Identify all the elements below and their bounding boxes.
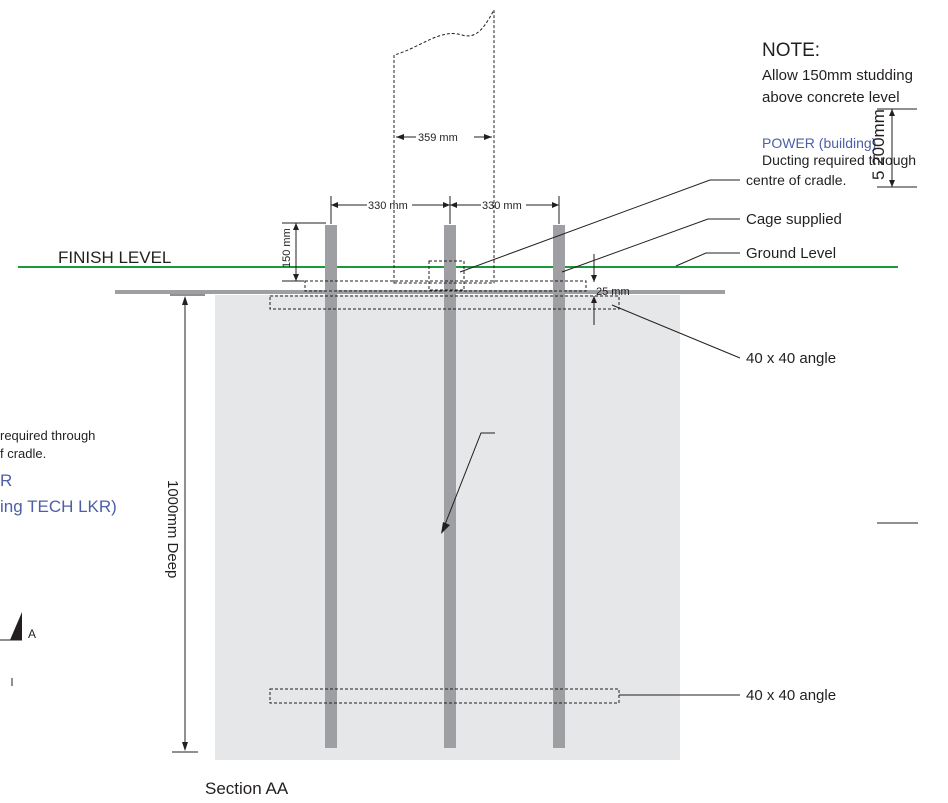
section-title: Section AA — [205, 779, 289, 798]
leader-ducting — [459, 179, 740, 273]
dim-359-arrow-left — [396, 134, 404, 140]
angle-top-label: 40 x 40 angle — [746, 350, 836, 367]
note-ducting-2: centre of cradle. — [746, 172, 846, 188]
dim-330-arrow-3 — [450, 202, 457, 208]
note-ducting-1: Ducting required through — [762, 152, 916, 168]
depth-arrow-bottom — [182, 742, 188, 751]
depth-label: 1000mm Deep — [164, 480, 181, 578]
note-dim-arrow-bottom — [889, 180, 895, 187]
dim-330-left-label: 330 mm — [368, 200, 408, 212]
ground-level-label: Ground Level — [746, 245, 836, 262]
dim-25-arrow-top — [591, 275, 597, 282]
angle-bottom-label: 40 x 40 angle — [746, 687, 836, 704]
post-outline — [393, 8, 495, 284]
stud-centre — [444, 225, 456, 748]
dim-330-arrow-4 — [552, 202, 559, 208]
dim-330-arrow-2 — [443, 202, 450, 208]
section-marker-label: A — [28, 627, 36, 641]
angle-bottom-outline — [269, 688, 620, 704]
dim-330-right-label: 330 mm — [482, 200, 522, 212]
angle-top-outline — [269, 295, 620, 310]
left-note-line-2: f cradle. — [0, 446, 46, 461]
note-heading: NOTE: — [762, 40, 820, 61]
note-dim-vertical: 5 200mm — [869, 109, 888, 180]
leader-angle-top — [611, 304, 741, 359]
stud-right — [553, 225, 565, 748]
leader-cage — [561, 218, 740, 273]
duct-box — [428, 260, 465, 291]
dim-359-label: 359 mm — [418, 132, 458, 144]
note-line-2: above concrete level — [762, 89, 900, 106]
base-plate — [304, 280, 587, 292]
finish-level-label: FINISH LEVEL — [58, 248, 171, 267]
dim-25-arrow-bottom — [591, 296, 597, 303]
ground-slab-line — [115, 290, 725, 294]
dim-150-arrow-bottom — [293, 274, 299, 281]
depth-arrow-top — [182, 296, 188, 305]
dim-150-label: 150 mm — [281, 228, 293, 268]
left-note-line-1: required through — [0, 428, 95, 443]
section-marker-triangle — [10, 612, 22, 640]
stud-left — [325, 225, 337, 748]
left-note-line-3: R — [0, 471, 12, 490]
leader-rebar-arrow — [441, 522, 450, 534]
dim-359-arrow-right — [484, 134, 492, 140]
left-note-line-4: ing TECH LKR) — [0, 497, 117, 516]
dim-25-label: 25 mm — [596, 286, 630, 298]
leader-rebar — [443, 432, 495, 528]
cage-supplied-label: Cage supplied — [746, 211, 842, 228]
note-power: POWER (building) — [762, 135, 876, 151]
dim-330-arrow-1 — [331, 202, 338, 208]
note-dim-arrow-top — [889, 109, 895, 116]
leader-ground — [675, 252, 740, 267]
dim-150-arrow-top — [293, 223, 299, 230]
note-line-1: Allow 150mm studding — [762, 67, 913, 84]
